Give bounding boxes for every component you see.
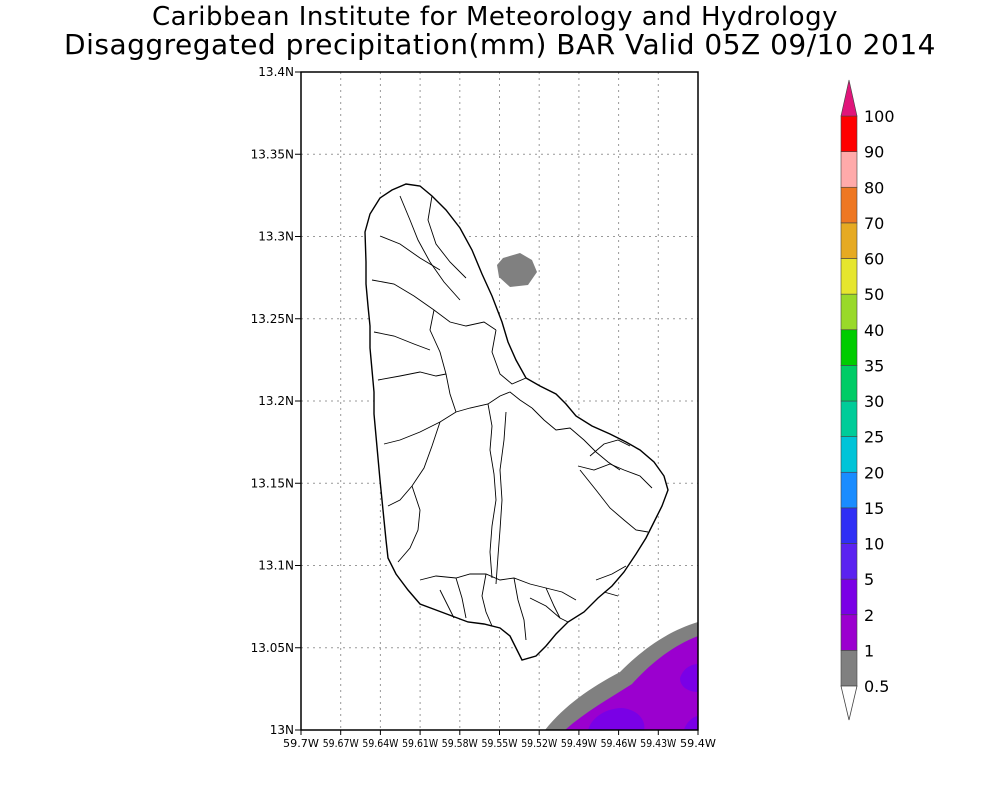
- boundary-line: [455, 577, 467, 619]
- colorbar-segment: [840, 614, 858, 651]
- colorbar-label: 0.5: [864, 677, 889, 696]
- colorbar-label: 20: [864, 463, 884, 482]
- colorbar-segment: [840, 578, 858, 616]
- colorbar-segment: [840, 436, 858, 473]
- colorbar-top-arrow: [840, 79, 858, 117]
- boundary-line: [371, 279, 497, 331]
- boundary-line: [529, 597, 569, 623]
- latitude-tick-label: 13.1N: [258, 559, 294, 573]
- boundary-line: [373, 331, 431, 351]
- map-subtitle: Disaggregated precipitation(mm) BAR Vali…: [64, 28, 936, 61]
- colorbar-segment: [840, 543, 858, 580]
- boundary-line: [455, 391, 533, 413]
- colorbar-bottom-arrow: [840, 685, 858, 721]
- boundary-line: [603, 591, 619, 597]
- colorbar-label: 25: [864, 428, 884, 447]
- longitude-tick-label: 59.52W: [521, 737, 557, 750]
- colorbar-label: 50: [864, 285, 884, 304]
- colorbar-label: 100: [864, 107, 895, 126]
- boundary-line: [545, 587, 561, 619]
- boundary-line: [491, 329, 527, 385]
- axis-ticks: [295, 71, 699, 735]
- longitude-tick-label: 59.61W: [402, 737, 438, 750]
- latitude-tick-label: 13N: [270, 723, 294, 737]
- boundary-line: [429, 309, 457, 413]
- boundary-line: [377, 371, 447, 381]
- boundary-line: [495, 411, 507, 585]
- boundary-line: [579, 469, 649, 533]
- boundary-line: [399, 195, 461, 301]
- precipitation-shading: [497, 253, 698, 730]
- colorbar-segment: [840, 151, 858, 188]
- boundary-line: [397, 485, 421, 563]
- latitude-tick-label: 13.15N: [251, 476, 294, 490]
- longitude-labels: 59.7W 59.67W 59.64W 59.61W 59.58W 59.55W 59.52…: [283, 737, 716, 750]
- precip-area-1mm: [565, 636, 698, 730]
- boundary-line: [513, 577, 527, 641]
- boundary-line: [487, 403, 497, 579]
- precip-area-2mm: [588, 708, 645, 730]
- colorbar-label: 10: [864, 535, 884, 554]
- precip-area-2mm-east: [680, 664, 698, 692]
- longitude-tick-label: 59.55W: [482, 737, 518, 750]
- colorbar-segment: [840, 115, 858, 152]
- colorbar-label: 80: [864, 178, 884, 197]
- boundary-line: [595, 565, 627, 581]
- longitude-tick-label: 59.4W: [680, 737, 716, 750]
- longitude-tick-label: 59.49W: [561, 737, 597, 750]
- boundary-line: [481, 573, 493, 627]
- colorbar-segment: [840, 293, 858, 331]
- colorbar-label: 15: [864, 499, 884, 518]
- boundary-line: [577, 463, 653, 489]
- colorbar-label: 30: [864, 392, 884, 411]
- longitude-tick-label: 59.67W: [323, 737, 359, 750]
- colorbar-segment: [840, 258, 858, 295]
- map-title: Caribbean Institute for Meteorology and …: [152, 2, 838, 32]
- latitude-tick-label: 13.35N: [251, 147, 294, 161]
- colorbar-segment: [840, 650, 858, 687]
- latitude-tick-label: 13.2N: [258, 394, 294, 408]
- boundary-line: [383, 411, 457, 445]
- boundary-line: [379, 235, 441, 271]
- longitude-tick-label: 59.7W: [283, 737, 319, 750]
- longitude-tick-label: 59.58W: [442, 737, 478, 750]
- colorbar-label: 1: [864, 641, 874, 660]
- boundary-line: [531, 407, 621, 471]
- longitude-tick-label: 59.43W: [640, 737, 676, 750]
- colorbar-segment: [840, 329, 858, 366]
- colorbar-segment: [840, 471, 858, 509]
- colorbar-label: 70: [864, 214, 884, 233]
- precip-blob-north: [497, 253, 537, 287]
- colorbar-label: 2: [864, 606, 874, 625]
- boundary-line: [439, 589, 455, 619]
- watershed-boundaries: [371, 195, 653, 641]
- colorbar-segment: [840, 222, 858, 259]
- boundary-line: [589, 439, 631, 457]
- colorbar-segment: [840, 507, 858, 544]
- boundary-line: [419, 573, 577, 601]
- colorbar-label: 5: [864, 570, 874, 589]
- boundary-line: [427, 195, 467, 279]
- longitude-tick-label: 59.64W: [362, 737, 398, 750]
- colorbar-segment: [840, 400, 858, 437]
- colorbar-label: 60: [864, 250, 884, 269]
- longitude-tick-label: 59.46W: [601, 737, 637, 750]
- latitude-labels: 13N 13.05N 13.1N 13.15N 13.2N 13.25N 13.3N 13.3…: [251, 65, 294, 737]
- colorbar-label: 35: [864, 356, 884, 375]
- colorbar-label: 40: [864, 321, 884, 340]
- colorbar-segment: [840, 186, 858, 224]
- colorbar-segment: [840, 365, 858, 402]
- latitude-tick-label: 13.05N: [251, 641, 294, 655]
- boundary-line: [387, 421, 441, 507]
- latitude-tick-label: 13.25N: [251, 312, 294, 326]
- latitude-tick-label: 13.4N: [258, 65, 294, 79]
- latitude-tick-label: 13.3N: [258, 230, 294, 244]
- precip-area-small: [684, 716, 698, 730]
- colorbar-label: 90: [864, 143, 884, 162]
